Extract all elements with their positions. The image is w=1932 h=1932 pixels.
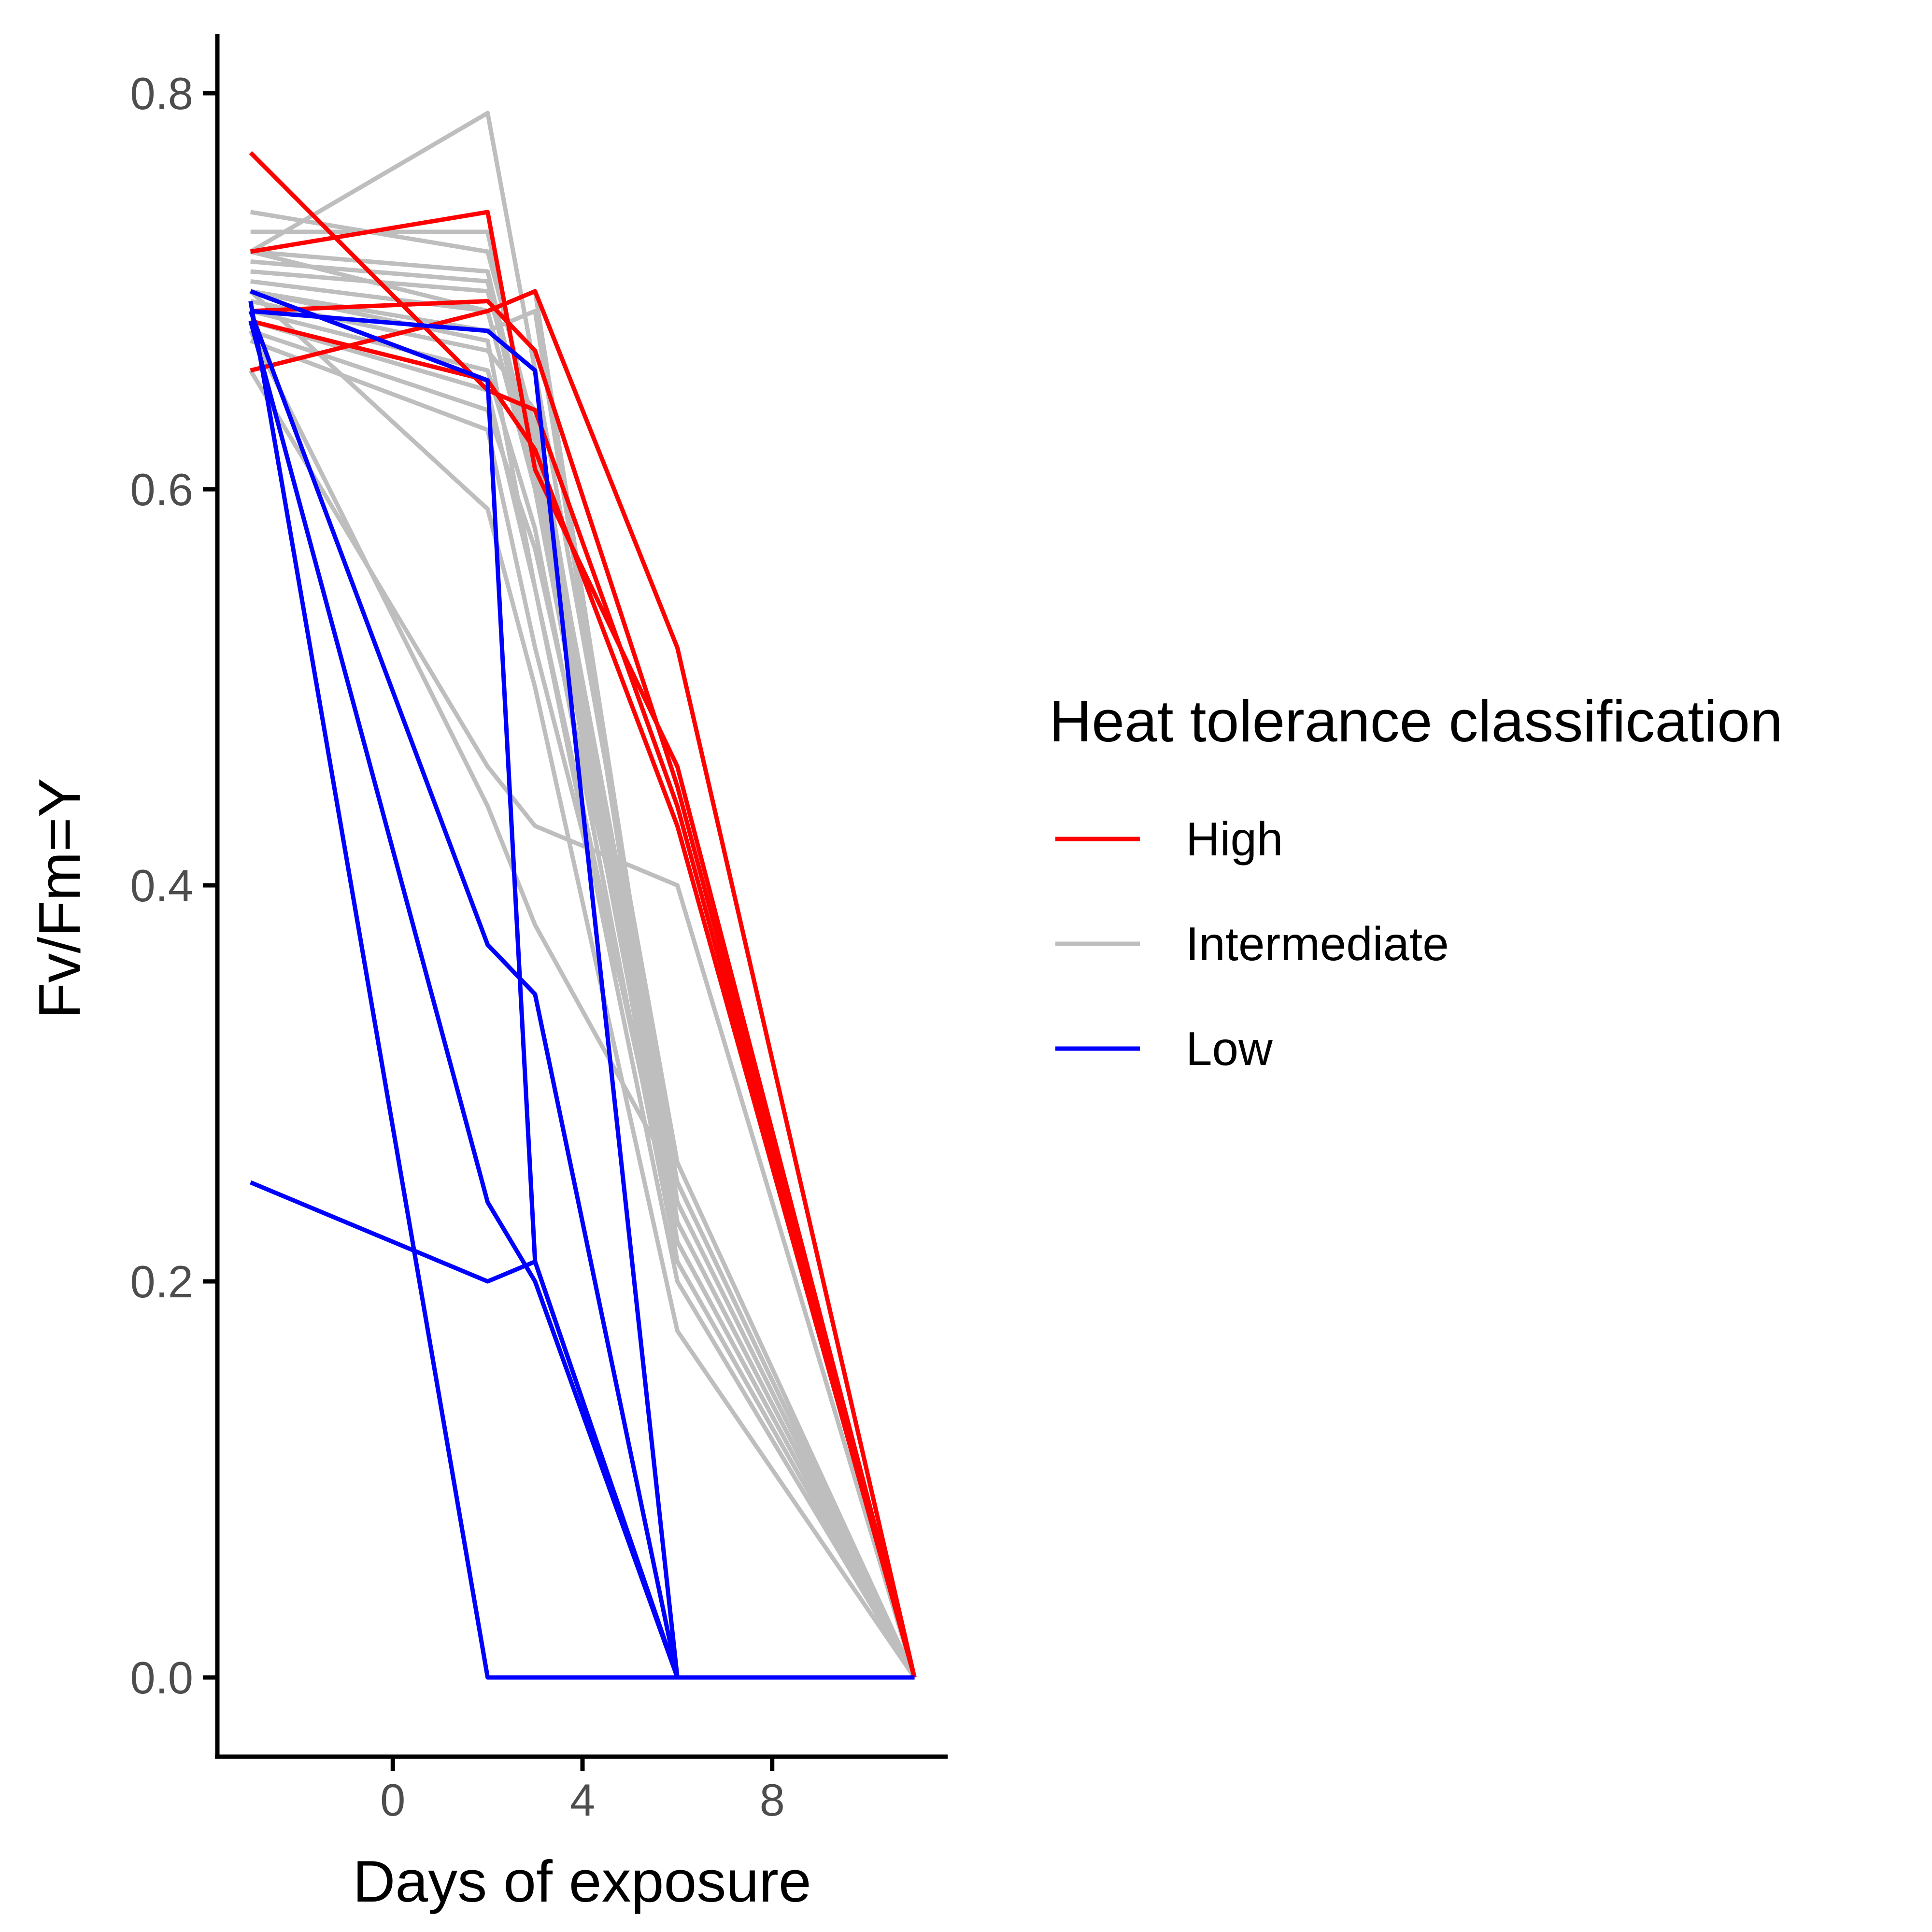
y-tick-label: 0.6: [130, 464, 193, 515]
series-line-intermediate-17: [250, 249, 917, 1679]
legend-item-intermediate: Intermediate: [1055, 917, 1449, 970]
series-line-intermediate-16: [248, 329, 917, 1678]
series-line-intermediate-15: [248, 369, 917, 1678]
legend-label: Intermediate: [1186, 917, 1449, 970]
x-ticks: 0 4 8: [380, 1757, 785, 1825]
legend-label: Low: [1186, 1022, 1273, 1075]
legend-item-high: High: [1055, 812, 1283, 866]
y-axis-title: Fv/Fm=Y: [27, 778, 92, 1019]
series-line-intermediate-13: [250, 339, 917, 1679]
series-line-high-19: [249, 151, 917, 1678]
y-tick-label: 0.0: [130, 1652, 193, 1703]
series-line-high-21: [250, 299, 917, 1678]
series-line-high-20: [250, 210, 917, 1678]
y-tick-label: 0.2: [130, 1256, 193, 1307]
legend: Heat tolerance classification High Interm…: [1049, 688, 1783, 1075]
legend-entries: High Intermediate Low: [1055, 812, 1449, 1075]
x-tick-label: 0: [380, 1775, 405, 1825]
x-tick-label: 4: [570, 1775, 595, 1825]
series-line-intermediate-14: [249, 289, 917, 1679]
legend-title: Heat tolerance classification: [1049, 688, 1783, 754]
y-tick-label: 0.8: [130, 68, 193, 119]
x-axis-title: Days of exposure: [353, 1848, 811, 1914]
legend-label: High: [1186, 812, 1283, 866]
series-line-low-29: [249, 1180, 915, 1680]
y-tick-label: 0.4: [130, 860, 193, 911]
x-tick-label: 8: [760, 1775, 785, 1825]
legend-item-low: Low: [1055, 1022, 1273, 1075]
series-line-high-23: [250, 319, 917, 1678]
series-line-high-22: [250, 289, 917, 1678]
series-layer: [248, 111, 917, 1680]
y-ticks: 0.0 0.2 0.4 0.6 0.8: [130, 68, 217, 1703]
